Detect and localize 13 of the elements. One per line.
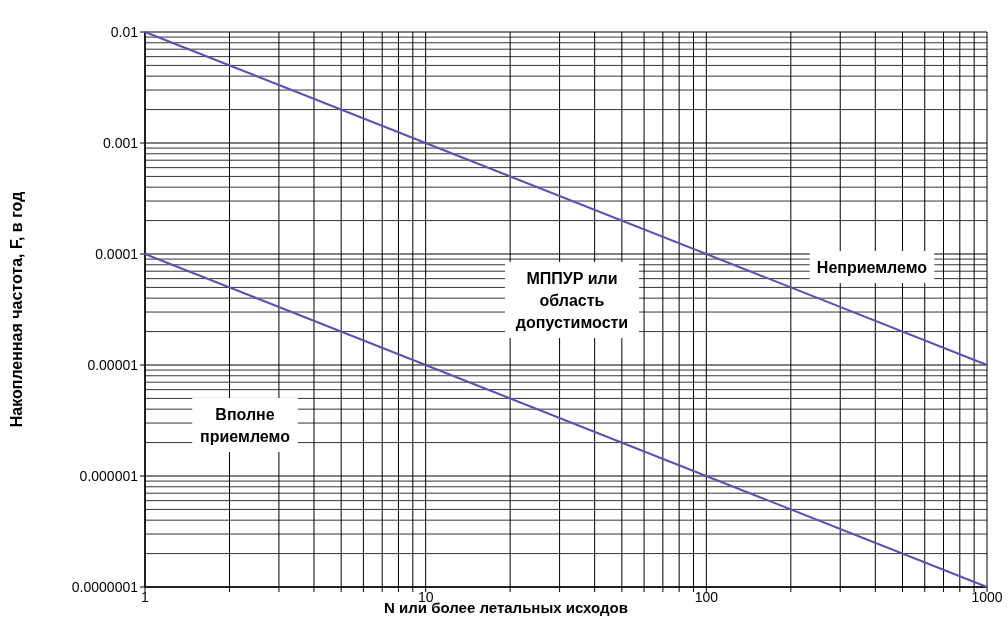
x-tick-label: 100 — [694, 589, 719, 605]
annotation: МППУР или область допустимости — [515, 269, 629, 331]
x-tick-label: 1000 — [971, 589, 1003, 605]
y-tick-label: 0.00001 — [87, 356, 139, 373]
y-tick-label: 0.001 — [102, 134, 139, 151]
y-tick-label: 0.01 — [110, 23, 139, 40]
y-tick-label: 0.0001 — [95, 245, 139, 262]
y-axis-title: Накопленная частота, F, в год — [8, 191, 25, 428]
y-tick-label: 0.0000001 — [71, 578, 139, 595]
y-tick-label: 0.000001 — [79, 467, 139, 484]
x-tick-label: 1 — [141, 589, 150, 605]
annotation: Неприемлемо — [816, 258, 928, 276]
annotation: Вполне приемлемо — [200, 405, 291, 445]
